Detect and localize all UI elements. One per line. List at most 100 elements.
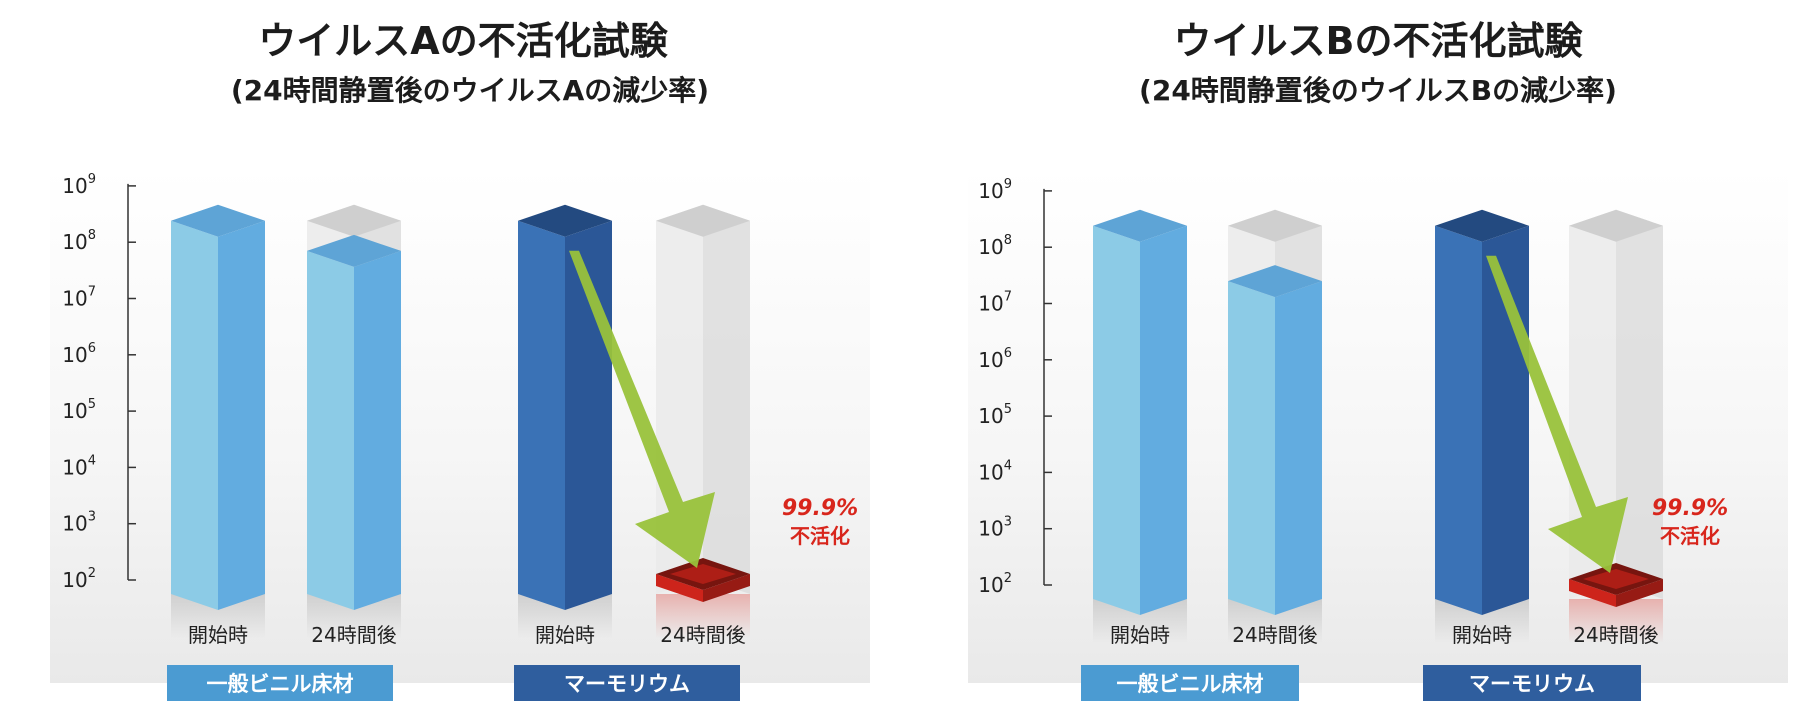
y-tick-base: 10 (978, 235, 1003, 259)
reduction-arrow (1486, 255, 1628, 573)
annotation-percent: 99.9% (1652, 496, 1728, 521)
y-tick-exponent: 9 (1004, 177, 1012, 192)
bar-left-face (1093, 225, 1140, 615)
y-tick-label: 108 (978, 233, 1012, 259)
bar-category-label: 24時間後 (660, 623, 745, 647)
y-tick-base: 10 (978, 517, 1003, 541)
y-tick-label: 109 (978, 177, 1012, 203)
y-tick-label: 104 (978, 458, 1012, 484)
bar-left-face (1569, 579, 1616, 607)
bar-right-face (1140, 225, 1187, 615)
bar-top (1093, 209, 1187, 242)
y-tick-label: 108 (62, 228, 96, 254)
arrow-shape (1486, 255, 1628, 573)
y-tick-exponent: 2 (88, 566, 96, 581)
bar: 開始時 (171, 204, 265, 647)
y-tick-exponent: 7 (1004, 290, 1012, 305)
y-tick-label: 109 (62, 172, 96, 198)
y-tick-exponent: 4 (88, 453, 96, 468)
y-tick-exponent: 8 (88, 228, 96, 243)
chart-subtitle: (24時間静置後のウイルスBの減少率) (1139, 74, 1617, 107)
y-tick-base: 10 (62, 512, 87, 536)
bar-top-inner (670, 564, 736, 584)
bar-right-face (703, 574, 750, 602)
ghost-bar-top (1569, 209, 1663, 242)
y-tick-base: 10 (62, 230, 87, 254)
group-label-box (1081, 665, 1299, 701)
y-tick-base: 10 (978, 404, 1003, 428)
ghost-bar-top (656, 204, 750, 237)
y-tick-exponent: 7 (88, 285, 96, 300)
y-tick-label: 103 (978, 515, 1012, 541)
bar: 24時間後 (1228, 209, 1322, 647)
y-tick-exponent: 5 (1004, 402, 1012, 417)
bar-left-face (518, 220, 565, 610)
bar: 24時間後 (656, 204, 750, 647)
group-label: 一般ビニル床材 (1081, 665, 1299, 701)
group-label-box (1423, 665, 1641, 701)
bar-left-face (171, 220, 218, 610)
bar-category-label: 24時間後 (1232, 623, 1317, 647)
annotation-text: 不活化 (790, 524, 850, 548)
y-tick-label: 105 (978, 402, 1012, 428)
bar: 24時間後 (1569, 209, 1663, 647)
y-tick-label: 105 (62, 397, 96, 423)
bar-category-label: 開始時 (1452, 623, 1512, 647)
group-label-text: マーモリウム (1469, 672, 1595, 696)
y-tick-label: 104 (62, 453, 96, 479)
y-tick-base: 10 (62, 343, 87, 367)
ghost-bar-right-face (703, 204, 750, 594)
y-tick-label: 107 (62, 285, 96, 311)
arrow-shape (569, 250, 715, 568)
annotation-percent: 99.9% (782, 496, 858, 521)
chart-panel: ウイルスBの不活化試験(24時間静置後のウイルスBの減少率)1091081071… (968, 19, 1788, 701)
bar-right-face (218, 220, 265, 610)
bar-left-face (656, 574, 703, 602)
y-tick-label: 107 (978, 290, 1012, 316)
bar-left-face (1228, 281, 1275, 615)
bar-top (1435, 209, 1529, 242)
chart-subtitle: (24時間静置後のウイルスAの減少率) (231, 74, 709, 107)
ghost-bar-right-face (1616, 209, 1663, 599)
bar: 24時間後 (307, 204, 401, 647)
y-tick-base: 10 (978, 179, 1003, 203)
ghost-bar-top (1228, 209, 1322, 242)
y-tick-label: 103 (62, 510, 96, 536)
y-tick-label: 102 (62, 566, 96, 592)
y-tick-base: 10 (62, 455, 87, 479)
bar: 開始時 (518, 204, 612, 647)
bar-category-label: 開始時 (188, 623, 248, 647)
y-tick-base: 10 (62, 568, 87, 592)
bar-top (171, 204, 265, 237)
bar-category-label: 開始時 (535, 623, 595, 647)
group-label-text: 一般ビニル床材 (1117, 672, 1264, 696)
y-tick-base: 10 (978, 573, 1003, 597)
y-tick-exponent: 8 (1004, 233, 1012, 248)
plot-background (968, 168, 1788, 683)
bar-category-label: 開始時 (1110, 623, 1170, 647)
y-tick-exponent: 6 (1004, 346, 1012, 361)
bar: 開始時 (1435, 209, 1529, 647)
group-label-box (514, 665, 740, 701)
y-tick-base: 10 (978, 292, 1003, 316)
bar-left-face (307, 250, 354, 611)
y-tick-exponent: 9 (88, 172, 96, 187)
bar-category-label: 24時間後 (1573, 623, 1658, 647)
y-tick-exponent: 3 (88, 510, 96, 525)
y-tick-base: 10 (62, 399, 87, 423)
y-tick-exponent: 6 (88, 341, 96, 356)
bar-right-face (1616, 579, 1663, 607)
y-tick-label: 106 (978, 346, 1012, 372)
y-tick-base: 10 (978, 348, 1003, 372)
bar: 開始時 (1093, 209, 1187, 647)
annotation-text: 不活化 (1660, 524, 1720, 548)
y-tick-base: 10 (978, 460, 1003, 484)
bar-right-face (354, 250, 401, 611)
bar-top-inner (1583, 569, 1649, 589)
y-tick-label: 102 (978, 571, 1012, 597)
y-tick-base: 10 (62, 174, 87, 198)
y-tick-exponent: 2 (1004, 571, 1012, 586)
y-tick-exponent: 3 (1004, 515, 1012, 530)
bar-top (307, 234, 401, 267)
group-label: マーモリウム (514, 665, 740, 701)
